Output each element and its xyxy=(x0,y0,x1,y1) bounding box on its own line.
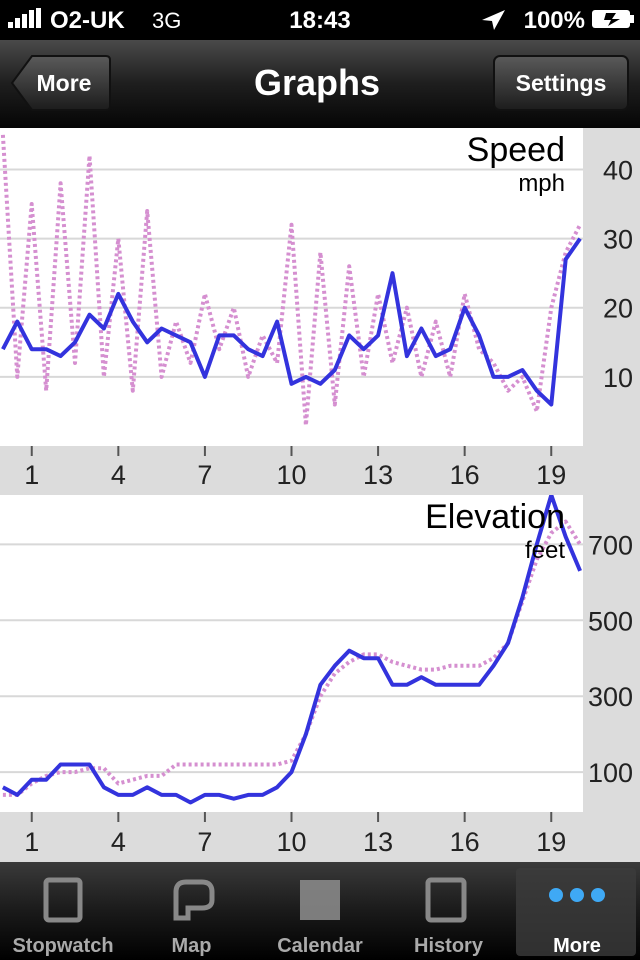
status-bar xyxy=(0,0,640,40)
tab-label[interactable]: More xyxy=(553,935,601,957)
tab-label[interactable]: Calendar xyxy=(277,935,363,957)
x-tick-label: 19 xyxy=(536,460,566,490)
carrier: O2-UK xyxy=(50,7,125,34)
solid-line xyxy=(1,237,582,407)
calendar-icon[interactable] xyxy=(300,880,340,920)
y-tick-label: 100 xyxy=(588,758,633,788)
nav-title: Graphs xyxy=(254,62,380,103)
x-tick-label: 4 xyxy=(111,460,126,490)
location-icon xyxy=(482,10,505,30)
x-tick-label: 13 xyxy=(363,827,393,857)
y-tick-label: 700 xyxy=(588,530,633,560)
battery-icon xyxy=(592,10,634,28)
tab-label[interactable]: Stopwatch xyxy=(12,935,113,957)
x-tick-label: 1 xyxy=(24,827,39,857)
map-icon[interactable] xyxy=(173,879,215,921)
battery-text: 100% xyxy=(524,7,585,34)
y-tick-label: 500 xyxy=(588,606,633,636)
x-tick-label: 16 xyxy=(450,827,480,857)
dotted-line xyxy=(0,134,582,428)
x-tick-label: 7 xyxy=(197,827,212,857)
network: 3G xyxy=(152,8,181,33)
chart-subtitle: mph xyxy=(518,170,565,197)
settings-button-label[interactable]: Settings xyxy=(516,70,607,96)
x-tick-label: 1 xyxy=(24,460,39,490)
dotted-line xyxy=(2,519,582,797)
tab-labels: Stopwatch Map Calendar History More xyxy=(12,935,600,957)
back-button[interactable] xyxy=(10,55,111,111)
clock: 18:43 xyxy=(289,7,350,34)
speed-plot-area xyxy=(0,128,583,446)
x-tick-label: 4 xyxy=(111,827,126,857)
x-tick-label: 10 xyxy=(276,827,306,857)
stopwatch-icon[interactable] xyxy=(43,877,83,923)
selected-tab-highlight xyxy=(516,868,636,956)
y-tick-label: 30 xyxy=(603,225,633,255)
settings-button[interactable] xyxy=(493,55,629,111)
x-tick-label: 13 xyxy=(363,460,393,490)
more-dot[interactable] xyxy=(591,888,605,902)
chart-subtitle: feet xyxy=(525,537,565,564)
tab-label[interactable]: History xyxy=(414,935,484,957)
solid-line xyxy=(1,495,582,805)
more-dot[interactable] xyxy=(570,888,584,902)
chart-title: Speed xyxy=(467,131,565,169)
more-dot[interactable] xyxy=(549,888,563,902)
plot-lines xyxy=(0,134,582,428)
back-button-label[interactable]: More xyxy=(37,70,92,96)
y-tick-label: 40 xyxy=(603,155,633,185)
chart-title: Elevation xyxy=(425,498,565,536)
signal-icon xyxy=(8,8,41,28)
x-tick-label: 16 xyxy=(450,460,480,490)
tab-label[interactable]: Map xyxy=(172,935,212,957)
tab-icons xyxy=(43,877,605,923)
y-tick-label: 20 xyxy=(603,294,633,324)
y-tick-label: 300 xyxy=(588,682,633,712)
history-icon[interactable] xyxy=(425,877,467,923)
x-tick-label: 10 xyxy=(276,460,306,490)
x-tick-label: 7 xyxy=(197,460,212,490)
x-tick-label: 19 xyxy=(536,827,566,857)
plot-lines xyxy=(1,495,582,805)
y-tick-label: 10 xyxy=(603,363,633,393)
